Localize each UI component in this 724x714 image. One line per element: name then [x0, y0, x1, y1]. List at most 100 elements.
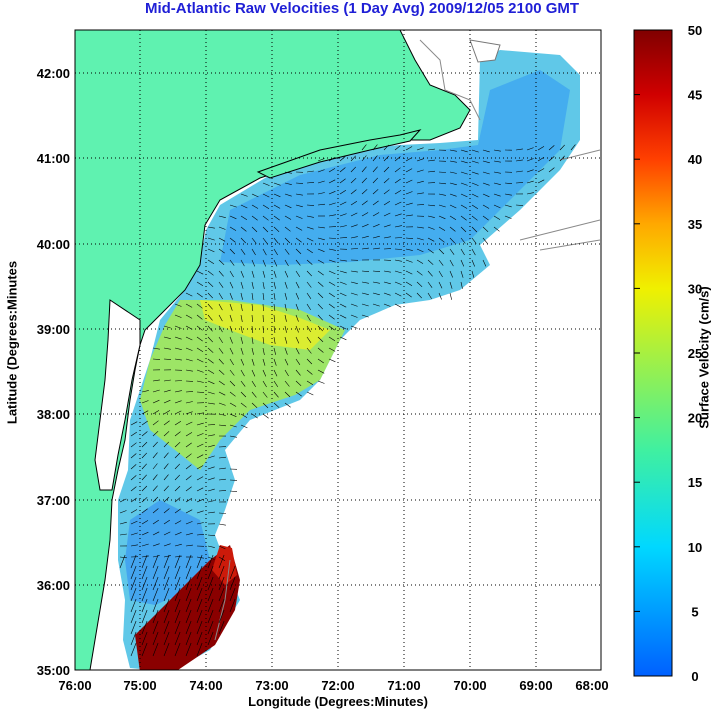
velocity-arrow: [130, 475, 137, 481]
velocity-arrow: [427, 215, 435, 218]
velocity-arrow: [207, 434, 215, 437]
velocity-arrow: [229, 358, 234, 366]
velocity-arrow: [328, 270, 336, 275]
velocity-arrow: [460, 160, 468, 164]
velocity-arrow: [152, 554, 159, 569]
velocity-arrow: [262, 391, 268, 398]
velocity-arrow: [460, 281, 463, 289]
velocity-arrow: [526, 147, 534, 151]
velocity-arrow: [196, 631, 203, 646]
velocity-arrow: [548, 156, 555, 162]
velocity-arrow: [493, 182, 501, 185]
velocity-arrow: [262, 336, 265, 344]
colorbar-tick-labels: 50 45 40 35 30 25 20 15 10 5 0: [688, 23, 702, 684]
velocity-arrow: [438, 171, 447, 173]
velocity-arrow: [306, 369, 313, 375]
velocity-arrow: [251, 226, 258, 233]
velocity-arrow: [174, 420, 182, 426]
velocity-arrow: [372, 212, 380, 217]
velocity-arrow: [328, 202, 336, 206]
velocity-arrow: [174, 497, 181, 503]
velocity-arrow: [295, 215, 303, 219]
velocity-arrow: [251, 325, 254, 334]
velocity-arrow: [328, 179, 336, 184]
velocity-arrow: [295, 358, 301, 365]
velocity-arrow: [306, 325, 311, 333]
velocity-arrow: [251, 281, 254, 289]
velocity-arrow: [284, 303, 287, 311]
velocity-arrow: [493, 149, 501, 152]
plot-frame: [74, 29, 602, 671]
velocity-arrow: [152, 463, 158, 470]
velocity-arrow: [328, 292, 335, 298]
velocity-arrow: [163, 358, 172, 360]
velocity-arrow: [482, 237, 488, 244]
velocity-arrow: [163, 519, 170, 525]
velocity-arrow: [229, 325, 233, 333]
velocity-arrow: [306, 336, 312, 343]
velocity-arrow: [251, 237, 257, 244]
velocity-arrow: [460, 215, 467, 221]
velocity-arrow: [141, 620, 148, 635]
velocity-arrow: [207, 631, 214, 646]
velocity-arrow: [218, 565, 225, 580]
velocity-arrow: [306, 182, 315, 184]
velocity-arrow: [185, 421, 193, 426]
velocity-arrow: [273, 292, 276, 300]
velocity-arrow: [537, 168, 545, 173]
velocity-arrow: [174, 554, 181, 569]
velocity-arrow: [185, 620, 192, 635]
velocity-arrow: [163, 620, 170, 635]
velocity-arrow: [394, 225, 402, 228]
velocity-arrow: [229, 369, 235, 376]
velocity-arrow: [427, 204, 436, 207]
velocity-arrow: [218, 391, 226, 396]
velocity-arrow: [163, 598, 170, 613]
velocity-arrow: [482, 193, 490, 198]
colorbar-tick-label: 40: [688, 152, 702, 167]
velocity-arrow: [174, 441, 181, 448]
velocity-arrow: [284, 358, 289, 366]
velocity-arrow: [207, 424, 216, 426]
velocity-arrow: [284, 204, 292, 209]
velocity-arrow: [130, 453, 137, 459]
velocity-arrow: [361, 281, 369, 284]
velocity-arrow: [174, 576, 181, 591]
velocity-arrow: [174, 463, 181, 470]
velocity-arrow: [174, 303, 182, 307]
velocity-arrow: [295, 237, 302, 243]
velocity-arrow: [196, 303, 203, 309]
velocity-arrow: [218, 587, 225, 602]
velocity-arrow: [284, 314, 287, 322]
velocity-arrow: [405, 191, 413, 195]
velocity-arrow: [130, 620, 137, 635]
velocity-arrow: [218, 609, 225, 624]
velocity-arrow: [317, 292, 324, 299]
velocity-arrow: [405, 168, 413, 173]
velocity-arrow: [229, 565, 236, 580]
velocity-arrow: [306, 292, 312, 299]
velocity-arrow: [174, 410, 182, 415]
velocity-arrow: [416, 204, 425, 206]
velocity-arrow: [185, 521, 193, 525]
velocity-arrow: [405, 292, 412, 298]
y-axis-label: Latitude (Degrees:Minutes: [4, 260, 20, 425]
velocity-arrow: [317, 259, 325, 264]
velocity-arrow: [251, 369, 256, 377]
velocity-arrow: [229, 424, 237, 428]
velocity-arrow: [174, 555, 182, 558]
velocity-arrow: [152, 587, 159, 602]
velocity-arrow: [306, 259, 313, 265]
velocity-arrow: [328, 214, 336, 217]
velocity-arrow: [119, 510, 127, 514]
velocity-arrow: [185, 303, 193, 308]
velocity-arrow: [207, 609, 214, 624]
velocity-arrow: [174, 474, 181, 481]
velocity-arrow: [262, 237, 268, 244]
velocity-arrow: [229, 435, 237, 438]
map-grid: [75, 30, 601, 670]
velocity-arrow: [196, 498, 204, 503]
velocity-arrow: [229, 292, 233, 300]
velocity-arrow: [306, 303, 311, 311]
velocity-arrow: [427, 248, 434, 254]
